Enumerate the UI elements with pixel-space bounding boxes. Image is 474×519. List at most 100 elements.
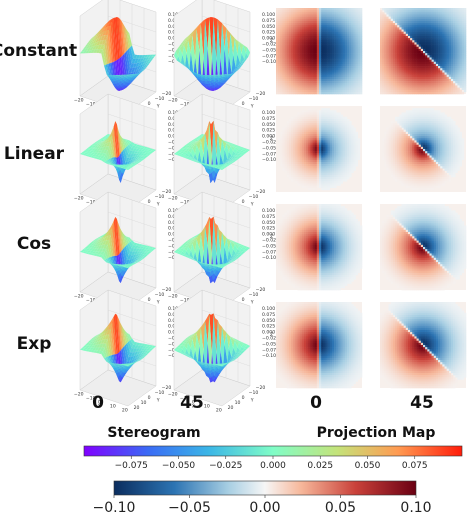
projection-cell — [392, 33, 396, 37]
projection-cell — [403, 16, 407, 20]
projection-cell — [423, 85, 426, 88]
projection-cell — [414, 85, 417, 88]
projection-cell — [453, 55, 456, 58]
projection-cell — [342, 10, 346, 13]
surface-cell — [174, 51, 179, 61]
projection-cell — [280, 31, 283, 35]
projection-cell — [325, 83, 328, 86]
projection-cell — [303, 89, 307, 93]
projection-cell — [435, 61, 439, 65]
projection-cell — [342, 40, 346, 43]
projection-cell — [288, 18, 292, 22]
projection-cell — [314, 40, 318, 43]
projection-cell — [336, 57, 339, 60]
projection-cell — [403, 14, 407, 17]
projection-cell — [453, 40, 456, 43]
projection-cell — [314, 63, 318, 67]
projection-cell — [340, 20, 343, 24]
projection-cell — [319, 12, 322, 15]
projection-cell — [429, 85, 432, 88]
surface-cell — [206, 75, 211, 77]
projection-cell — [310, 57, 313, 60]
projection-cell — [349, 44, 352, 47]
projection-cell — [321, 38, 324, 41]
projection-cell — [280, 23, 283, 26]
projection-cell — [353, 85, 356, 88]
projection-cell — [431, 23, 435, 26]
projection-cell — [295, 12, 298, 15]
projection-cell — [412, 38, 415, 41]
surface-cell — [89, 46, 94, 51]
projection-cell — [297, 16, 300, 20]
projection-cell — [442, 29, 445, 32]
projection-cell — [321, 44, 324, 47]
projection-cell — [351, 31, 354, 35]
projection-cell — [288, 151, 292, 154]
projection-cell — [463, 44, 467, 47]
projection-cell — [286, 18, 290, 22]
projection-cell — [349, 57, 352, 60]
projection-cell — [382, 42, 385, 45]
surface-cell — [190, 69, 195, 74]
projection-cell — [397, 48, 400, 52]
projection-cell — [312, 51, 315, 54]
projection-cell — [351, 76, 354, 80]
projection-cell — [355, 42, 358, 45]
projection-cell — [388, 18, 392, 22]
projection-cell — [388, 10, 392, 13]
projection-cell — [276, 12, 279, 15]
projection-cell — [329, 44, 333, 47]
projection-cell — [435, 63, 439, 67]
projection-cell — [340, 68, 343, 71]
projection-cell — [431, 42, 435, 45]
projection-cell — [299, 91, 303, 95]
projection-cell — [299, 74, 303, 78]
projection-cell — [303, 179, 307, 182]
projection-cell — [410, 48, 413, 52]
surface-cell — [141, 62, 146, 68]
projection-cell — [446, 78, 450, 82]
projection-cell — [310, 63, 313, 67]
projection-cell — [457, 31, 460, 35]
projection-cell — [357, 72, 361, 75]
projection-cell — [336, 12, 339, 15]
projection-cell — [342, 81, 346, 84]
projection-cell — [301, 118, 305, 122]
projection-cell — [459, 72, 462, 75]
projection-cell — [440, 40, 443, 43]
projection-cell — [299, 127, 303, 130]
projection-cell — [306, 38, 309, 41]
projection-cell — [342, 27, 346, 30]
projection-cell — [410, 42, 413, 45]
surface-cell — [202, 18, 207, 22]
projection-cell — [414, 83, 417, 86]
projection-cell — [390, 78, 394, 82]
projection-cell — [457, 74, 460, 78]
projection-cell — [340, 63, 343, 67]
projection-cell — [295, 57, 298, 60]
projection-cell — [284, 144, 288, 148]
projection-cell — [455, 57, 458, 60]
projection-cell — [401, 55, 404, 58]
projection-cell — [297, 48, 300, 52]
projection-cell — [429, 29, 432, 32]
projection-cell — [442, 70, 445, 73]
surface-cell — [208, 80, 213, 84]
projection-cell — [386, 66, 389, 69]
projection-cell — [288, 48, 292, 52]
surface-cell — [135, 73, 140, 78]
projection-cell — [463, 38, 467, 41]
projection-cell — [278, 12, 281, 15]
projection-cell — [410, 78, 413, 82]
surface-cell — [223, 79, 228, 84]
projection-cell — [346, 44, 350, 47]
projection-cell — [312, 59, 315, 63]
projection-cell — [433, 31, 437, 35]
surface-cell — [190, 35, 196, 75]
projection-cell — [276, 46, 279, 50]
projection-cell — [306, 110, 309, 113]
projection-cell — [301, 23, 305, 26]
projection-cell — [344, 87, 348, 90]
projection-cell — [286, 144, 290, 148]
surface-cell — [194, 26, 199, 33]
